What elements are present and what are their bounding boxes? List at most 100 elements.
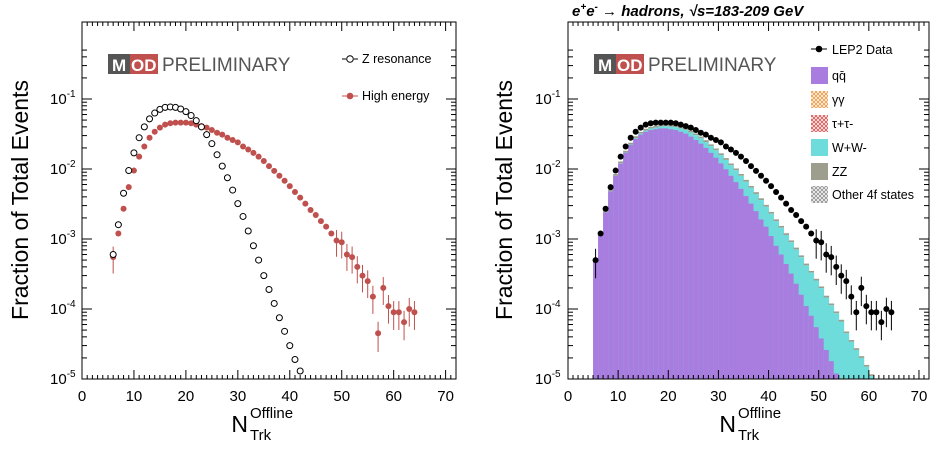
lep2-data-point bbox=[863, 303, 870, 310]
high-energy-point bbox=[291, 188, 298, 195]
zz-bar bbox=[723, 158, 729, 160]
qq-bar bbox=[718, 163, 724, 379]
z-resonance-point bbox=[146, 115, 154, 123]
ww-bar bbox=[838, 321, 845, 379]
high-energy-point bbox=[323, 223, 330, 230]
high-energy-point bbox=[286, 183, 293, 190]
qq-bar bbox=[628, 145, 634, 379]
lep2-data-point bbox=[607, 184, 614, 191]
right-y-tick-1e-1: 10-1 bbox=[535, 89, 561, 108]
x-tick-label: 60 bbox=[385, 388, 402, 405]
left-y-tick-1e-4: 10-4 bbox=[50, 299, 76, 318]
qq-bar bbox=[828, 361, 835, 379]
lep2-data-point bbox=[722, 143, 729, 150]
high-energy-point bbox=[317, 218, 324, 225]
z-resonance-point bbox=[260, 272, 268, 280]
high-energy-point bbox=[395, 309, 402, 316]
high-energy-point bbox=[375, 330, 382, 337]
z-resonance-point bbox=[197, 123, 205, 131]
lep2-data-point bbox=[697, 129, 704, 136]
x-tick-label: 50 bbox=[810, 388, 827, 405]
qq-bar bbox=[653, 129, 659, 379]
legend-qq-label: qq̄ bbox=[832, 69, 846, 83]
qq-bar bbox=[678, 131, 684, 379]
qq-bar bbox=[633, 138, 639, 379]
left-mod-badge: M OD PRELIMINARY bbox=[108, 54, 291, 76]
lep2-data-point bbox=[763, 177, 770, 184]
qq-bar bbox=[668, 129, 674, 379]
qq-bar bbox=[753, 211, 759, 379]
zz-bar bbox=[743, 179, 749, 182]
right-y-tick-1e-4: 10-4 bbox=[535, 299, 561, 318]
z-resonance-point bbox=[229, 186, 237, 194]
zz-bar bbox=[643, 128, 649, 131]
high-energy-point bbox=[245, 146, 252, 153]
high-energy-point bbox=[271, 167, 278, 174]
high-energy-point bbox=[260, 158, 267, 165]
lep2-data-point bbox=[622, 143, 629, 150]
z-resonance-point bbox=[255, 256, 263, 264]
lep2-data-point bbox=[883, 306, 890, 312]
qq-bar bbox=[708, 152, 714, 379]
legend-qq-swatch bbox=[811, 67, 828, 84]
high-energy-point bbox=[406, 306, 413, 312]
legend-tautau-label: τ+τ- bbox=[832, 117, 853, 131]
lep2-data-point bbox=[672, 120, 679, 127]
high-energy-point bbox=[208, 127, 215, 134]
right-data-marks bbox=[592, 119, 895, 341]
legend-other4f-swatch bbox=[811, 186, 828, 203]
high-energy-point bbox=[136, 153, 143, 160]
zz-bar bbox=[748, 185, 754, 188]
lep2-data-point bbox=[768, 183, 775, 190]
high-energy-point bbox=[343, 251, 350, 258]
zz-bar bbox=[668, 124, 674, 127]
zz-bar bbox=[808, 270, 815, 273]
high-energy-point bbox=[338, 239, 345, 246]
qq-bar bbox=[748, 203, 754, 379]
zz-bar bbox=[698, 136, 704, 139]
left-x-axis-superscript: Offline bbox=[250, 405, 293, 422]
zz-bar bbox=[783, 233, 790, 236]
high-energy-point bbox=[312, 212, 319, 219]
right-mod-badge: M OD PRELIMINARY bbox=[594, 54, 777, 76]
lep2-data-point bbox=[662, 119, 669, 126]
high-energy-point bbox=[141, 143, 148, 150]
z-resonance-point bbox=[291, 355, 299, 363]
x-tick-label: 20 bbox=[660, 388, 677, 405]
qq-bar bbox=[703, 147, 709, 379]
lep2-data-point bbox=[712, 136, 719, 143]
z-resonance-point bbox=[286, 342, 294, 350]
left-y-tick-1e-1: 10-1 bbox=[50, 89, 76, 108]
lep2-data-point bbox=[828, 254, 835, 261]
high-energy-point bbox=[219, 131, 226, 138]
right-y-tick-1e-5: 10-5 bbox=[535, 369, 561, 388]
right-stacked-histogram bbox=[593, 124, 875, 380]
lep2-data-point bbox=[798, 218, 805, 225]
left-data-marks bbox=[109, 103, 418, 375]
lep2-data-point bbox=[602, 205, 609, 212]
left-y-tick-1e-2: 10-2 bbox=[50, 159, 76, 178]
qq-bar bbox=[833, 373, 840, 379]
zz-bar bbox=[728, 163, 734, 166]
high-energy-point bbox=[214, 129, 221, 136]
lep2-data-point bbox=[627, 134, 634, 141]
x-tick-label: 70 bbox=[437, 388, 454, 405]
high-energy-point bbox=[156, 124, 163, 131]
lep2-data-point bbox=[758, 172, 765, 179]
lep2-data-point bbox=[642, 121, 649, 128]
zz-bar bbox=[708, 144, 714, 147]
right-y-axis-title: Fraction of Total Events bbox=[491, 80, 517, 320]
high-energy-point bbox=[349, 254, 356, 261]
high-energy-point bbox=[297, 194, 304, 201]
lep2-data-point bbox=[702, 131, 709, 138]
qq-bar bbox=[638, 134, 644, 379]
high-energy-point bbox=[125, 184, 132, 191]
zz-bar bbox=[813, 278, 820, 281]
left-legend: Z resonance High energy bbox=[342, 52, 432, 103]
high-energy-point bbox=[380, 284, 387, 291]
high-energy-point bbox=[224, 134, 231, 141]
legend-data-marker bbox=[815, 45, 823, 53]
qq-bar bbox=[623, 152, 629, 379]
qq-bar bbox=[768, 236, 774, 379]
qq-bar bbox=[613, 175, 619, 379]
